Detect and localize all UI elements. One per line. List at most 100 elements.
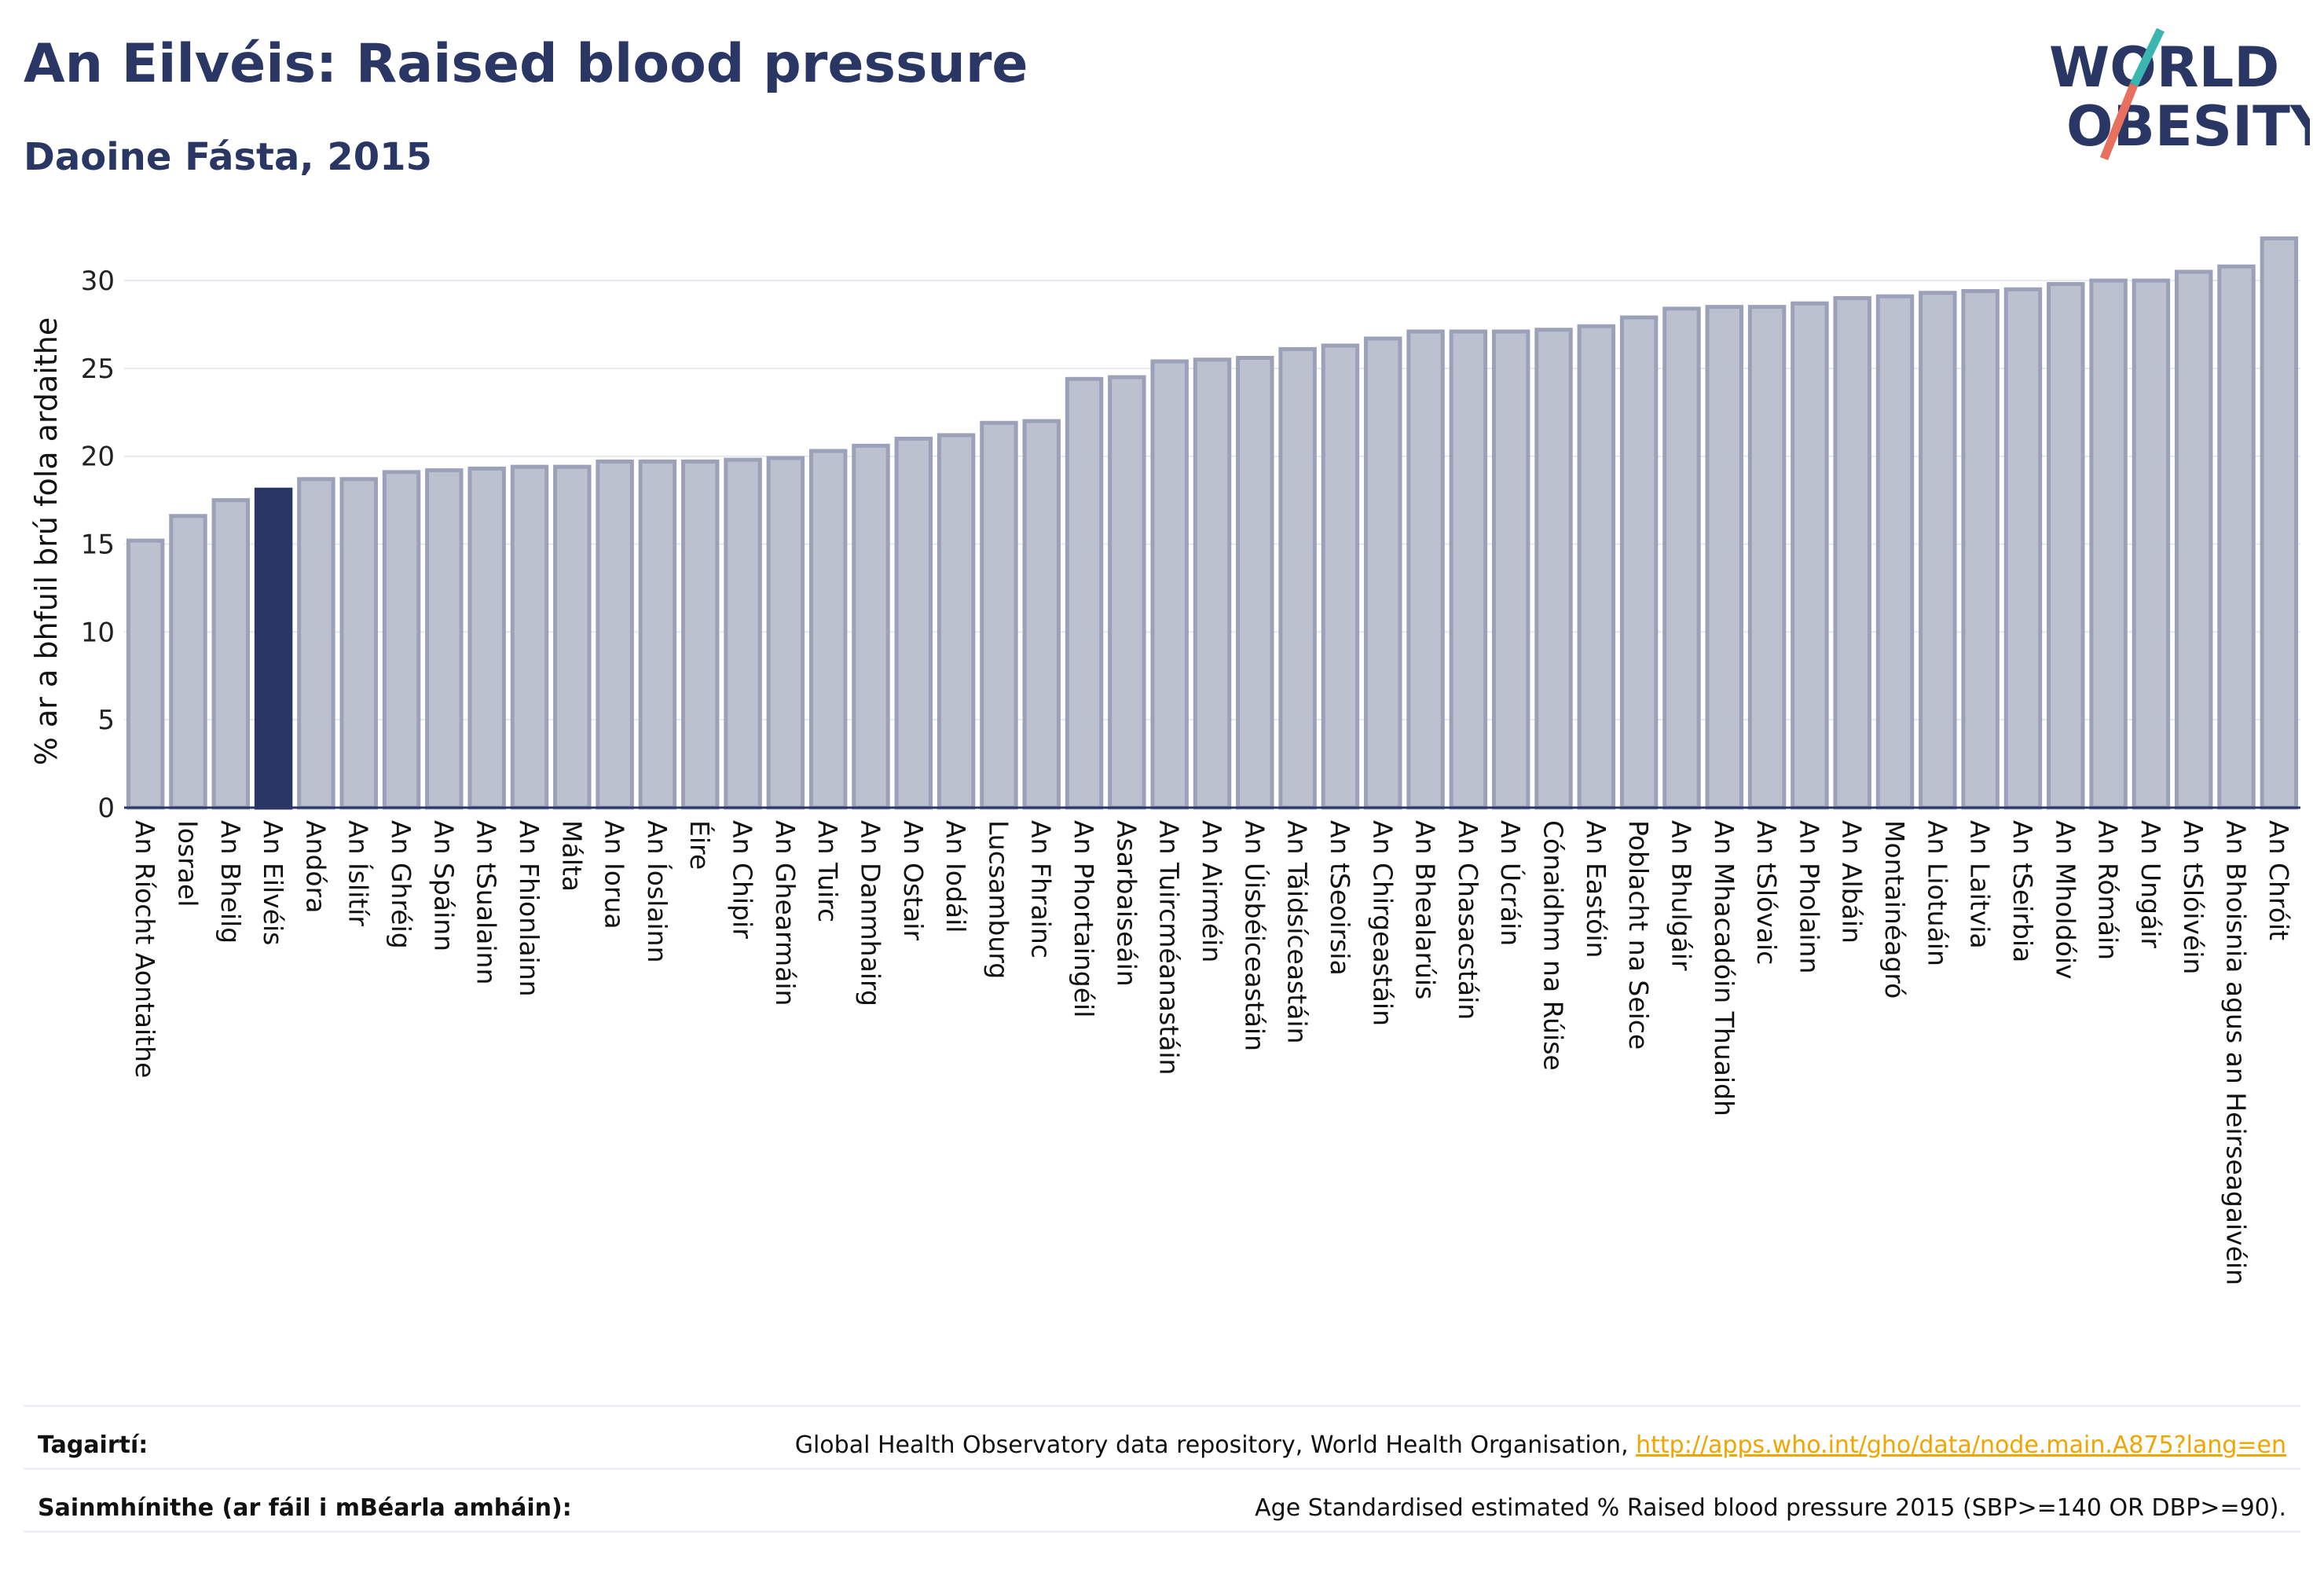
bar [553,464,592,810]
bar [339,477,378,810]
footer-divider-middle [24,1468,2300,1470]
x-tick-label: Éire [684,820,716,870]
bar [1108,375,1146,810]
logo-slash-teal [2130,27,2165,87]
x-tick-label: An Eilvéis [258,820,288,945]
bar [169,514,207,810]
footer-divider-top [24,1405,2300,1407]
x-tick-label: Andóra [300,820,331,913]
x-tick-label: An Fhionlainn [514,820,544,997]
x-tick-label: An Bhulgáir [1666,820,1696,971]
x-tick-label: An Ghearmáin [770,820,801,1006]
x-tick-label: An Danmhairg [855,820,885,1006]
bar [1875,294,1915,810]
x-tick-label: An Spáinn [428,820,459,951]
bar [1278,346,1317,810]
x-tick-label: An Úisbéiceastáin [1239,820,1270,1051]
bar [1022,419,1061,810]
definitions-value: Age Standardised estimated % Raised bloo… [1255,1494,2286,1522]
x-tick-label: Poblacht na Seice [1623,820,1654,1050]
bar [1705,305,1743,810]
x-tick-label: An Mhacadóin Thuaidh [1709,820,1739,1116]
bar [297,477,335,810]
x-tick-label: An Phortaingéil [1069,820,1099,1017]
x-tick-label: An Laitvia [1965,820,1996,949]
x-tick-label: An Albáin [1837,820,1868,944]
x-tick-label: An Fhrainc [1026,820,1057,958]
bar [1791,301,1829,810]
bar [1919,291,1957,810]
x-tick-label: An Ostair [898,820,929,940]
y-tick-label: 20 [81,442,115,473]
x-tick-label: Iosrael [172,820,203,907]
bar [894,436,933,810]
footer-references: Tagairtí: Global Health Observatory data… [24,1414,2300,1477]
bar [2260,236,2299,810]
bar [382,470,421,810]
logo-word-world: WORLD [2049,35,2279,100]
x-tick-label: An Airméin [1197,820,1227,962]
x-tick-label: Lucsamburg [983,820,1014,979]
bar [1193,357,1232,810]
bar [852,443,890,810]
x-tick-label: An Iorua [599,820,630,929]
bar [1961,289,2000,810]
x-tick-label: Asarbaiseáin [1111,820,1142,987]
bar [1619,315,1659,810]
references-link[interactable]: http://apps.who.int/gho/data/node.main.A… [1636,1431,2286,1459]
y-tick-label: 15 [81,530,115,561]
bar [980,420,1018,810]
x-tick-label: An tSualainn [471,820,502,984]
bar [937,433,976,810]
x-tick-label: An Chróit [2264,820,2294,940]
bar [2217,264,2256,810]
bar [681,459,720,810]
y-tick-label: 30 [81,266,115,297]
bar [510,464,549,810]
x-tick-label: An Íslitír [343,820,375,926]
x-tick-label: An tSeirbia [2007,820,2038,962]
bar [1150,359,1189,810]
bar [1236,355,1274,810]
x-tick-label: An Mholdóiv [2050,820,2080,980]
bar [1449,329,1488,810]
x-tick-label: An Bheilg [215,820,246,944]
x-tick-label: An Íoslainn [642,820,673,962]
x-tick-label: An Liotuáin [1922,820,1952,966]
y-tick-label: 5 [97,705,115,736]
world-obesity-logo: WORLD OBESITY [2049,27,2310,161]
x-tick-label: An tSeoirsia [1325,820,1355,976]
bar [808,449,848,810]
x-tick-label: An Táidsíceastáin [1282,820,1313,1043]
x-tick-label: An tSlóivéin [2178,820,2209,974]
x-tick-label: An Chirgeastáin [1367,820,1398,1026]
bar [126,538,165,810]
bar [1662,306,1701,810]
x-tick-label: An Chipir [728,820,758,939]
x-tick-label: Málta [556,820,587,892]
x-tick-labels: An Ríocht Aontaithe Iosrael An Bheilg An Ei… [130,820,2294,1285]
y-tick-label: 10 [81,617,115,648]
x-tick-label: An Iodáil [940,820,971,933]
bar [1747,305,1787,810]
bar [2089,278,2128,810]
bar [2174,269,2213,810]
bar [638,459,677,810]
x-tick-label: An Bhealarúis [1410,820,1441,999]
bar [2047,282,2085,810]
logo-slash-coral [2099,82,2139,161]
bar [2132,278,2171,810]
x-tick-label: An Bhoisnia agus an Heirseagaivéin [2221,820,2252,1285]
y-tick-label: 25 [81,354,115,385]
footer-divider-bottom [24,1530,2300,1533]
bar [1491,329,1530,810]
references-text: Global Health Observatory data repositor… [794,1431,1637,1459]
bar-highlighted [254,487,293,810]
bar [1406,329,1445,810]
x-tick-label: An Eastóin [1581,820,1611,958]
y-axis-label: % ar a bhfuil brú fola ardaithe [29,317,64,765]
bar [596,459,634,810]
x-tick-label: Cónaidhm na Rúise [1538,820,1569,1071]
bar [766,456,805,810]
